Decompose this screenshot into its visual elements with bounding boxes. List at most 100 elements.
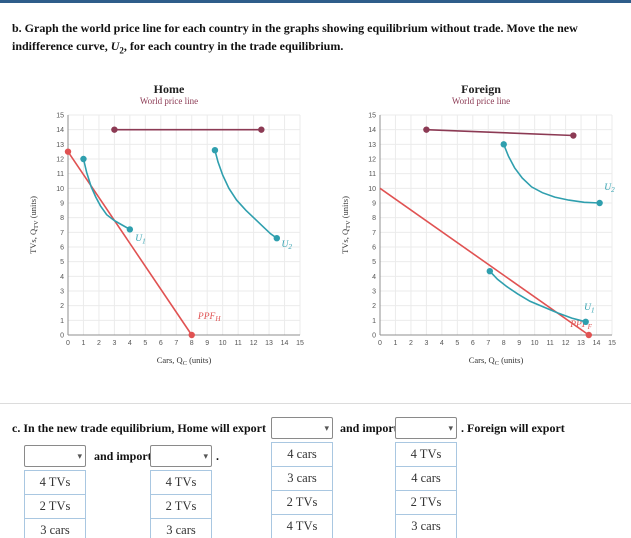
svg-text:7: 7	[372, 230, 376, 237]
world-price-line-handle[interactable]	[111, 126, 118, 133]
indifference-u1-foreign-label: U1	[584, 303, 594, 314]
svg-text:9: 9	[372, 201, 376, 208]
ppf-foreign[interactable]: PPFF	[379, 187, 593, 339]
home-export-select[interactable]: ▾	[271, 417, 333, 439]
world-price-line[interactable]	[423, 126, 577, 139]
home-export-options: 4 cars 3 cars 2 TVs 4 TVs	[271, 442, 333, 538]
home-import-option[interactable]: 2 TVs	[395, 490, 457, 515]
foreign-import-option[interactable]: 3 cars	[150, 518, 212, 538]
svg-text:3: 3	[372, 289, 376, 296]
indifference-u1-home-label: U1	[135, 234, 145, 245]
foreign-import-select[interactable]: ▾	[150, 445, 212, 467]
indifference-u2-foreign[interactable]: U2	[500, 141, 616, 207]
indifference-u2-foreign-handle[interactable]	[596, 199, 603, 207]
home-world-price-line-label: World price line	[139, 96, 199, 106]
indifference-u1-foreign[interactable]: U1	[486, 268, 595, 325]
home-export-option[interactable]: 2 TVs	[271, 490, 333, 515]
foreign-export-option[interactable]: 2 TVs	[24, 494, 86, 519]
gridlines	[379, 114, 613, 336]
svg-text:15: 15	[368, 113, 376, 120]
foreign-import-dropdown: ▾ 4 TVs 2 TVs 3 cars	[150, 445, 212, 538]
indifference-u1-home-handle[interactable]	[80, 155, 87, 163]
chevron-down-icon: ▾	[203, 451, 208, 461]
svg-text:11: 11	[57, 171, 64, 178]
svg-text:1: 1	[394, 340, 398, 347]
home-chart[interactable]: Home World price line 0 1 2 3 4 5 6 7 8 9 10 11 12 13…	[26, 82, 312, 371]
ppf-home-handle[interactable]	[64, 148, 72, 155]
question-c-text-3: . Foreign will export	[461, 421, 565, 435]
svg-text:15: 15	[296, 340, 304, 347]
foreign-import-options: 4 TVs 2 TVs 3 cars	[150, 470, 212, 538]
svg-text:1: 1	[372, 318, 376, 325]
home-import-options: 4 TVs 4 cars 2 TVs 3 cars	[395, 442, 457, 538]
svg-text:13: 13	[368, 142, 376, 149]
home-import-option[interactable]: 4 cars	[395, 466, 457, 491]
ppf-home-handle[interactable]	[188, 331, 195, 339]
indifference-u2-home[interactable]: U2	[211, 147, 293, 251]
world-price-line[interactable]	[111, 126, 265, 133]
foreign-chart-title: Foreign	[461, 82, 501, 96]
question-c-text-2: and import	[340, 421, 398, 435]
ppf-home[interactable]: PPFH	[64, 148, 222, 339]
indifference-u1-home[interactable]: U1	[80, 155, 146, 246]
home-import-option[interactable]: 4 TVs	[395, 442, 457, 467]
gridlines	[67, 114, 301, 336]
svg-text:2: 2	[97, 340, 101, 347]
section-divider	[0, 403, 631, 404]
svg-text:4: 4	[372, 274, 376, 281]
home-chart-canvas[interactable]: 0 1 2 3 4 5 6 7 8 9 10 11 12 13 14 15012345678910111213…	[26, 109, 312, 371]
foreign-chart-canvas[interactable]: 0 1 2 3 4 5 6 7 8 9 10 11 12 13 14 15012345678910111213…	[338, 109, 624, 371]
svg-text:1: 1	[82, 340, 86, 347]
svg-text:9: 9	[60, 201, 64, 208]
svg-text:0: 0	[372, 333, 376, 340]
svg-text:14: 14	[593, 340, 601, 347]
svg-text:8: 8	[60, 215, 64, 222]
svg-text:2: 2	[372, 303, 376, 310]
svg-text:8: 8	[502, 340, 506, 347]
svg-text:4: 4	[60, 274, 64, 281]
home-import-option[interactable]: 3 cars	[395, 514, 457, 538]
svg-text:11: 11	[234, 340, 241, 347]
axes	[379, 115, 612, 336]
world-price-line-handle[interactable]	[423, 126, 430, 133]
indifference-u2-foreign-label: U2	[604, 183, 615, 194]
svg-text:6: 6	[471, 340, 475, 347]
foreign-export-select[interactable]: ▾	[24, 445, 86, 467]
foreign-export-option[interactable]: 4 TVs	[24, 470, 86, 495]
indifference-u1-home-handle[interactable]	[126, 226, 134, 233]
world-price-line-handle[interactable]	[258, 126, 265, 133]
home-export-option[interactable]: 4 cars	[271, 442, 333, 467]
chevron-down-icon: ▾	[324, 423, 329, 433]
svg-text:10: 10	[56, 186, 64, 193]
home-export-option[interactable]: 3 cars	[271, 466, 333, 491]
svg-text:10: 10	[531, 340, 539, 347]
home-export-option[interactable]: 4 TVs	[271, 514, 333, 538]
chevron-down-icon: ▾	[77, 451, 82, 461]
indifference-u2-home-handle[interactable]	[211, 147, 219, 154]
svg-text:5: 5	[455, 340, 459, 347]
home-chart-title: Home	[153, 82, 185, 96]
svg-text:3: 3	[424, 340, 428, 347]
indifference-u2-home-handle[interactable]	[273, 235, 280, 242]
indifference-u2-foreign-handle[interactable]	[500, 141, 507, 148]
foreign-chart[interactable]: Foreign World price line 0 1 2 3 4 5 6 7 8 9 10 11 1…	[338, 82, 624, 371]
svg-text:8: 8	[372, 215, 376, 222]
home-import-dropdown: ▾ 4 TVs 4 cars 2 TVs 3 cars	[395, 417, 457, 538]
chevron-down-icon: ▾	[448, 423, 453, 433]
svg-text:13: 13	[577, 340, 585, 347]
svg-text:11: 11	[546, 340, 553, 347]
home-import-select[interactable]: ▾	[395, 417, 457, 439]
foreign-export-option[interactable]: 3 cars	[24, 518, 86, 538]
y-axis-label: TVs, QTV (units)	[340, 196, 352, 254]
indifference-u1-foreign-handle[interactable]	[486, 268, 494, 275]
indifference-u1-foreign-handle[interactable]	[582, 318, 589, 325]
world-price-line-handle[interactable]	[570, 132, 577, 139]
ppf-foreign-handle[interactable]	[585, 331, 592, 339]
svg-text:9: 9	[205, 340, 209, 347]
ppf-foreign-label: PPFF	[569, 320, 592, 331]
foreign-import-option[interactable]: 2 TVs	[150, 494, 212, 519]
svg-text:5: 5	[372, 259, 376, 266]
svg-text:6: 6	[372, 245, 376, 252]
foreign-import-option[interactable]: 4 TVs	[150, 470, 212, 495]
